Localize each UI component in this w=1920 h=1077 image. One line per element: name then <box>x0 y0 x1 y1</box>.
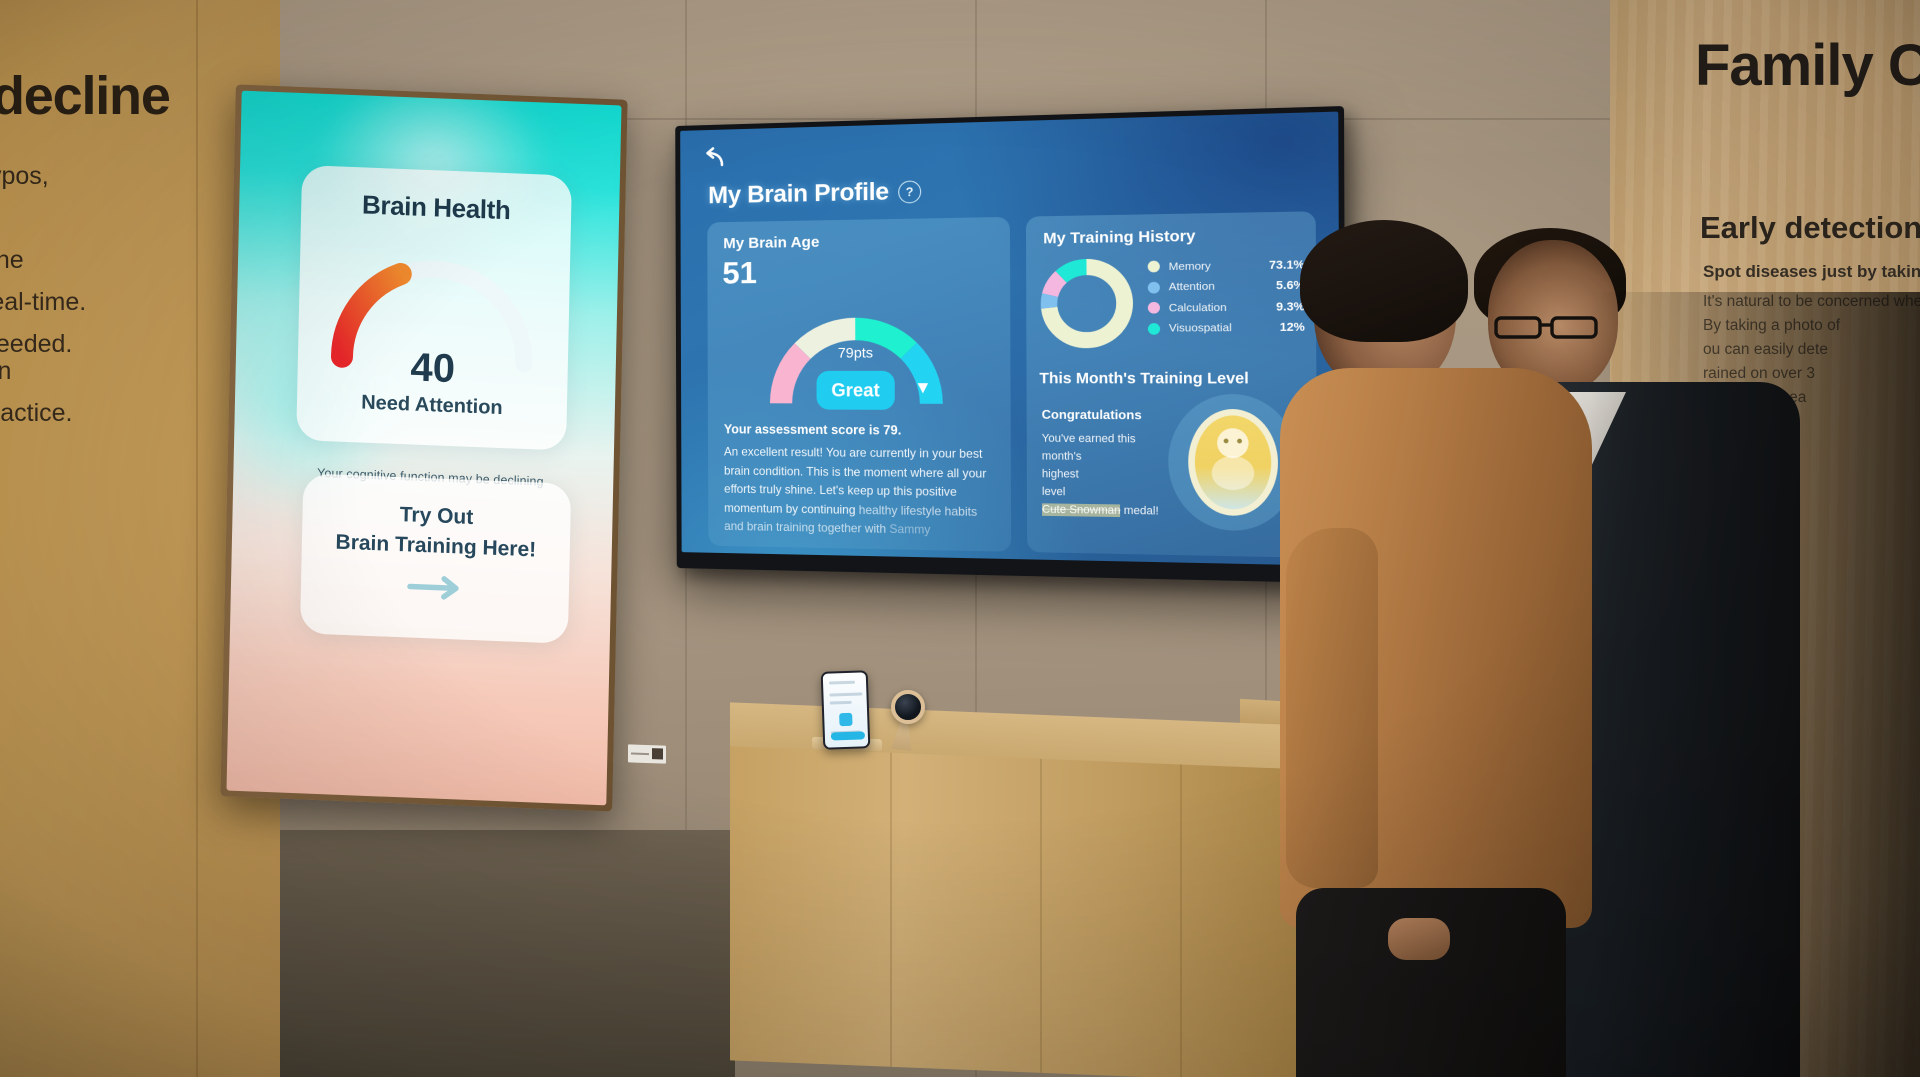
right-wall-lead: Spot diseases just by taking a photo <box>1703 262 1920 281</box>
congrats-line-2: highest <box>1041 467 1079 481</box>
medal-suffix: medal! <box>1120 504 1159 518</box>
legend-color-swatch <box>1147 322 1161 335</box>
training-level-label: This Month's Training Level <box>1039 370 1249 388</box>
help-icon[interactable]: ? <box>898 180 922 204</box>
congratulations-heading: Congratulations <box>1041 407 1142 423</box>
assessment-body-c: Sammy <box>889 522 931 537</box>
medal-name: Cute Snowman <box>1041 503 1121 518</box>
visitor-in-tan-jacket <box>1280 220 1610 1077</box>
training-panel: My Training History Memory <box>1026 211 1318 558</box>
brain-health-card: Brain Health 40 Need Atten <box>296 165 572 489</box>
congrats-line-3: level <box>1041 485 1066 499</box>
training-history-donut-chart <box>1037 255 1137 352</box>
cta-line-2: Brain Training Here! <box>335 530 537 562</box>
left-wall-heading: decline <box>0 66 171 126</box>
assessment-body: An excellent result! You are currently i… <box>724 443 990 541</box>
brain-age-label: My Brain Age <box>723 233 820 253</box>
brain-health-gauge <box>320 228 549 377</box>
training-history-label: My Training History <box>1043 227 1196 248</box>
my-brain-age-panel: My Brain Age 51 79pts Great <box>707 216 1012 552</box>
info-plaque <box>628 744 666 764</box>
demo-smartphone[interactable] <box>820 670 871 750</box>
brain-age-points: 79pts <box>837 344 874 361</box>
legend-color-swatch <box>1147 281 1160 294</box>
brain-health-score: 40 <box>410 345 456 392</box>
kiosk-screen[interactable]: Brain Health 40 Need Atten <box>226 90 622 806</box>
legend-label: Attention <box>1168 280 1215 294</box>
legend-label: Calculation <box>1168 301 1227 315</box>
snowman-medal-icon <box>1166 392 1301 534</box>
page-title-text: My Brain Profile <box>708 178 889 210</box>
brain-age-value: 51 <box>722 254 757 291</box>
tv-screen[interactable]: My Brain Profile ? My Brain Age 51 <box>680 111 1340 566</box>
cta-line-1: Try Out <box>399 503 474 529</box>
brain-age-rating-badge: Great <box>816 370 895 410</box>
right-wall-title: Family Care <box>1695 33 1920 98</box>
left-wall-body-2: ain practice. <box>0 357 73 427</box>
congratulations-body: You've earned this month's highest level… <box>1042 430 1171 521</box>
back-arrow-icon[interactable] <box>702 146 728 173</box>
counter-left <box>730 730 1310 1077</box>
try-brain-training-button[interactable]: Try Out Brain Training Here! <box>299 473 572 644</box>
page-title: My Brain Profile ? <box>708 177 922 210</box>
brain-health-title: Brain Health <box>361 189 511 226</box>
demo-smartwatch[interactable] <box>891 690 925 724</box>
brain-health-kiosk[interactable]: Brain Health 40 Need Atten <box>220 84 628 812</box>
legend-color-swatch <box>1147 260 1160 273</box>
congrats-line-1: You've earned this month's <box>1041 432 1136 463</box>
right-wall-subtitle: Early detection of pe <box>1700 210 1920 245</box>
legend-color-swatch <box>1147 302 1161 314</box>
tv-display[interactable]: My Brain Profile ? My Brain Age 51 <box>675 105 1346 584</box>
assessment-heading: Your assessment score is 79. <box>723 422 902 438</box>
legend-label: Memory <box>1168 259 1211 273</box>
floor <box>255 830 735 1077</box>
arrow-right-icon <box>301 569 570 611</box>
legend-label: Visuospatial <box>1168 321 1232 335</box>
